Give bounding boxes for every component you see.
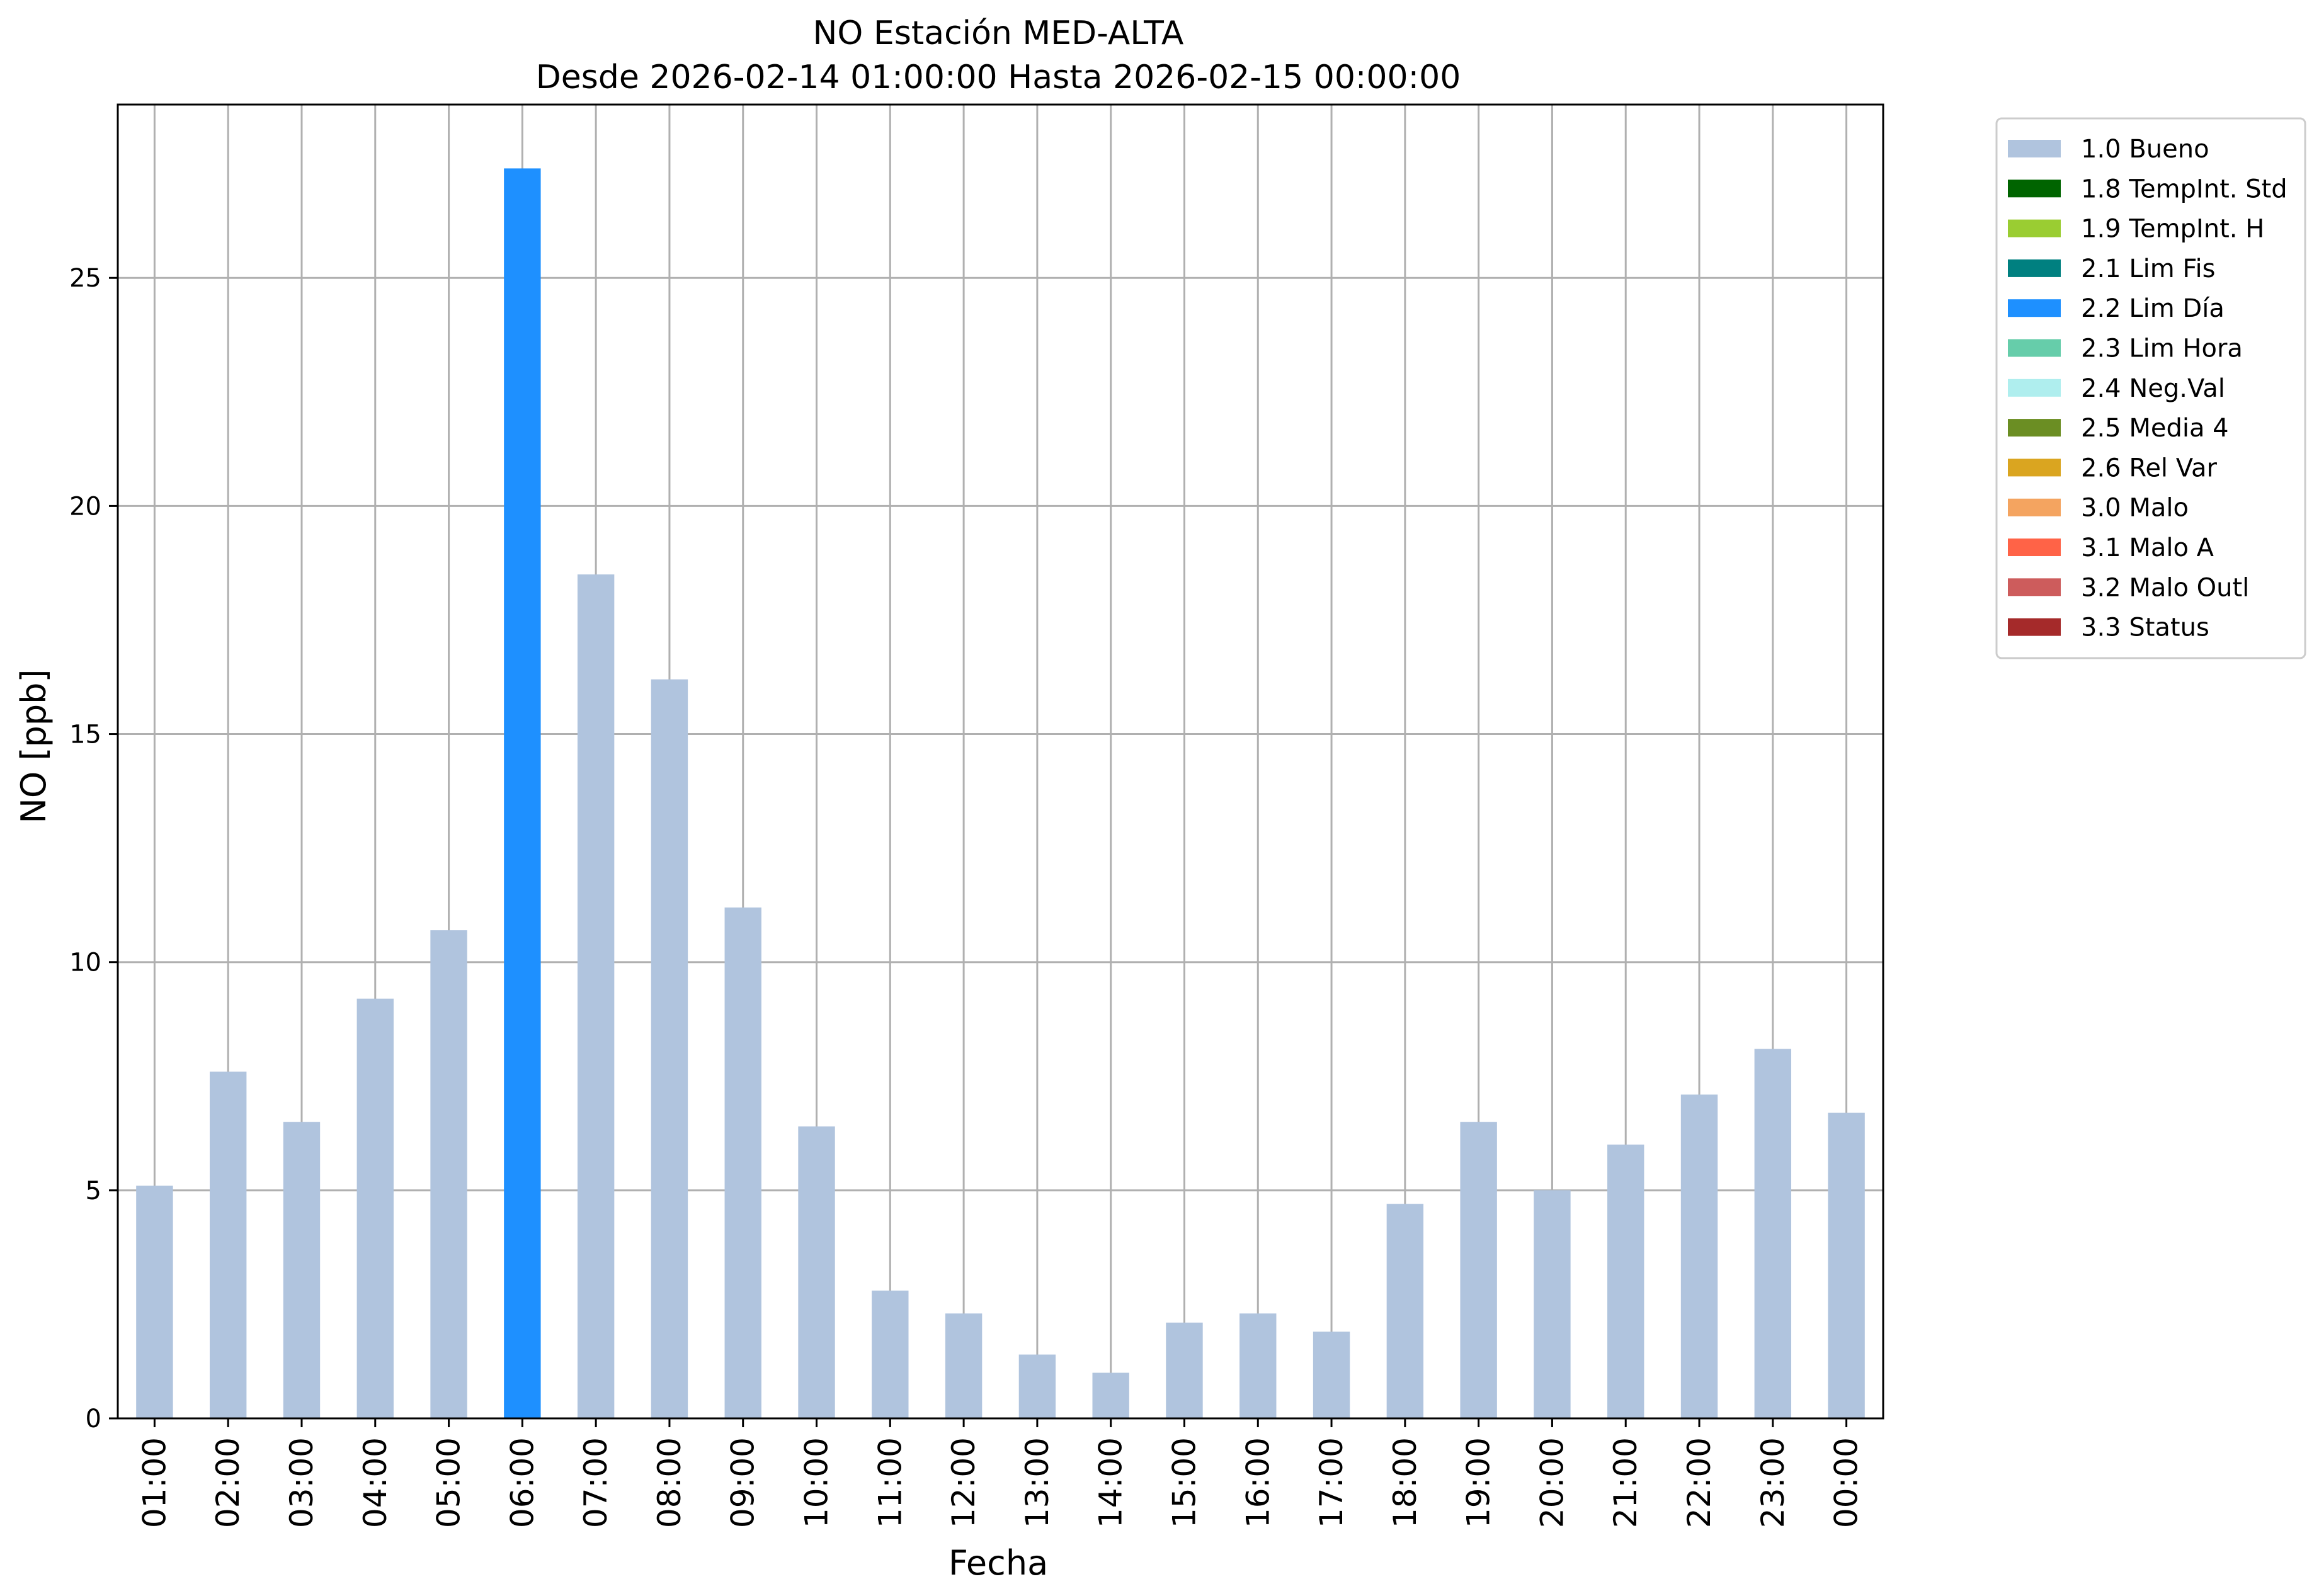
legend-entry-label: 1.8 TempInt. Std	[2081, 174, 2288, 203]
legend-swatch	[2008, 539, 2061, 556]
legend-swatch	[2008, 219, 2061, 237]
legend-box	[1995, 117, 2306, 659]
chart-title: NO Estación MED-ALTA	[813, 14, 1184, 52]
legend-swatch	[2008, 299, 2061, 317]
legend-entry-label: 3.0 Malo	[2081, 494, 2189, 523]
legend-swatch	[2008, 379, 2061, 397]
bar	[1680, 1094, 1718, 1418]
legend-swatch	[2008, 419, 2061, 437]
x-tick-label: 20:00	[1534, 1437, 1570, 1528]
x-tick-label: 08:00	[651, 1437, 688, 1528]
bar	[945, 1313, 983, 1418]
legend-swatch	[2008, 498, 2061, 516]
x-tick-label: 19:00	[1461, 1437, 1497, 1528]
bar	[1754, 1049, 1792, 1418]
bar	[1460, 1122, 1497, 1418]
legend-entry-label: 2.5 Media 4	[2081, 414, 2229, 443]
bar	[1313, 1331, 1350, 1418]
legend-entry-label: 1.9 TempInt. H	[2081, 215, 2264, 244]
legend-swatch	[2008, 459, 2061, 477]
legend-swatch	[2008, 339, 2061, 357]
x-tick-label: 05:00	[431, 1437, 467, 1528]
x-tick-label: 04:00	[357, 1437, 394, 1528]
x-tick-label: 18:00	[1387, 1437, 1423, 1528]
bar	[1607, 1144, 1644, 1418]
legend-entry-label: 2.3 Lim Hora	[2081, 334, 2243, 363]
bar	[1828, 1112, 1865, 1418]
x-tick-label: 06:00	[504, 1437, 540, 1528]
bar	[798, 1126, 835, 1418]
chart-subtitle: Desde 2026-02-14 01:00:00 Hasta 2026-02-…	[536, 59, 1461, 96]
plot-area: 0 5 10 15 20 25 01:00 02:00 03:00 04:00 05:00 06:0…	[69, 103, 1884, 1528]
x-tick-label: 16:00	[1239, 1437, 1276, 1528]
x-tick-label: 14:00	[1093, 1437, 1129, 1528]
legend-entry-label: 3.1 Malo A	[2081, 533, 2214, 562]
x-tick-label: 12:00	[945, 1437, 982, 1528]
bar	[356, 998, 394, 1418]
legend-swatch	[2008, 140, 2061, 157]
y-axis-label: NO [ppb]	[14, 669, 54, 823]
legend-entry-label: 2.2 Lim Día	[2081, 294, 2225, 323]
x-tick-label: 10:00	[799, 1437, 835, 1528]
x-axis-label: Fecha	[949, 1543, 1048, 1583]
legend-entry-label: 2.6 Rel Var	[2081, 453, 2218, 482]
x-tick-label: 23:00	[1755, 1437, 1791, 1528]
legend-swatch	[2008, 578, 2061, 596]
y-tick-label: 25	[69, 264, 101, 293]
bar	[430, 930, 467, 1418]
y-tick-label: 5	[86, 1177, 101, 1206]
x-tick-label: 21:00	[1607, 1437, 1644, 1528]
legend-swatch	[2008, 259, 2061, 277]
bar	[872, 1291, 909, 1418]
x-tick-label: 09:00	[725, 1437, 761, 1528]
bar	[1534, 1190, 1571, 1418]
bar	[724, 907, 761, 1418]
plot-frame	[117, 103, 1884, 1420]
legend-swatch	[2008, 180, 2061, 198]
legend-entry-label: 2.1 Lim Fis	[2081, 254, 2215, 283]
x-tick-label: 02:00	[210, 1437, 246, 1528]
bar	[1166, 1322, 1203, 1418]
legend-entry-label: 3.3 Status	[2081, 613, 2209, 642]
x-tick-label: 17:00	[1313, 1437, 1350, 1528]
x-tick-label: 13:00	[1019, 1437, 1056, 1528]
y-tick-label: 15	[69, 721, 101, 750]
legend-entry-label: 3.2 Malo Outl	[2081, 573, 2249, 602]
bar	[504, 168, 541, 1418]
legend-entry-label: 2.4 Neg.Val	[2081, 374, 2225, 403]
x-axis: 01:00 02:00 03:00 04:00 05:00 06:00 07:00 08:00…	[136, 1418, 1865, 1528]
bars	[136, 168, 1865, 1419]
x-tick-label: 03:00	[283, 1437, 320, 1528]
y-tick-label: 10	[69, 949, 101, 978]
bar	[1239, 1313, 1277, 1418]
y-axis: 0 5 10 15 20 25	[69, 264, 118, 1434]
legend: 1.0 Bueno 1.8 TempInt. Std 1.9 TempInt. H 2…	[1995, 117, 2306, 659]
bar	[283, 1122, 321, 1418]
bar	[1018, 1354, 1056, 1418]
x-tick-label: 11:00	[872, 1437, 908, 1528]
x-tick-label: 00:00	[1828, 1437, 1865, 1528]
bar	[1092, 1372, 1129, 1418]
bar	[136, 1185, 173, 1418]
x-tick-label: 22:00	[1681, 1437, 1718, 1528]
x-tick-label: 15:00	[1166, 1437, 1202, 1528]
bar	[209, 1071, 247, 1418]
x-tick-label: 01:00	[136, 1437, 173, 1528]
bar	[1386, 1204, 1424, 1418]
bar	[651, 679, 688, 1418]
legend-entry-label: 1.0 Bueno	[2081, 135, 2209, 164]
x-tick-label: 07:00	[578, 1437, 614, 1528]
bar	[577, 574, 615, 1419]
y-tick-label: 20	[69, 492, 101, 521]
y-tick-label: 0	[86, 1405, 101, 1434]
legend-swatch	[2008, 618, 2061, 636]
